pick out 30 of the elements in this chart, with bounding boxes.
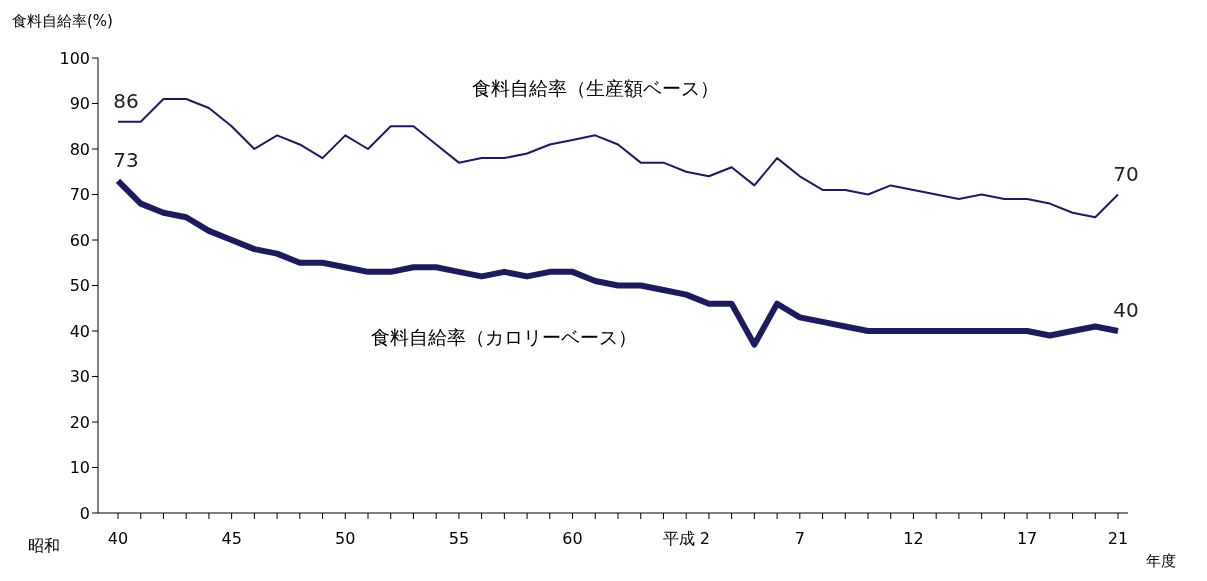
y-tick-label: 90 [69,94,90,114]
data-label: 73 [113,147,139,172]
y-tick-label: 20 [69,412,90,432]
y-tick-label: 60 [69,230,90,250]
x-tick-label: 45 [221,529,242,549]
y-tick-label: 100 [59,48,90,68]
x-tick-label: 55 [448,529,470,549]
text: 食料自給率（生産額ベース） [471,77,719,100]
x-tick-label: 17 [1016,529,1038,549]
x-tick-label: 21 [1107,529,1129,549]
y-tick-label: 0 [79,503,90,523]
data-label: 70 [1113,161,1139,186]
y-tick-label: 80 [69,139,90,159]
y-tick-label: 50 [69,276,90,296]
x-tick-label: 40 [107,529,129,549]
y-tick-label: 40 [69,321,90,341]
x-tick-label: 平成 2 [662,529,710,549]
data-label: 40 [1113,298,1139,322]
x-axis-title: 年度 [1146,552,1176,571]
x-tick-label: 12 [903,529,924,549]
y-tick-label: 70 [69,185,90,205]
x-tick-label: 7 [794,529,805,549]
y-axis-title: 食料自給率(%) [12,12,113,31]
x-tick-label: 60 [562,529,583,549]
y-tick-label: 30 [69,367,90,387]
data-label: 86 [113,88,139,113]
text: 昭和 [28,536,60,557]
y-tick-label: 10 [69,458,90,478]
x-tick-label: 50 [335,529,356,549]
text: 食料自給率（カロリーベース） [371,325,638,348]
